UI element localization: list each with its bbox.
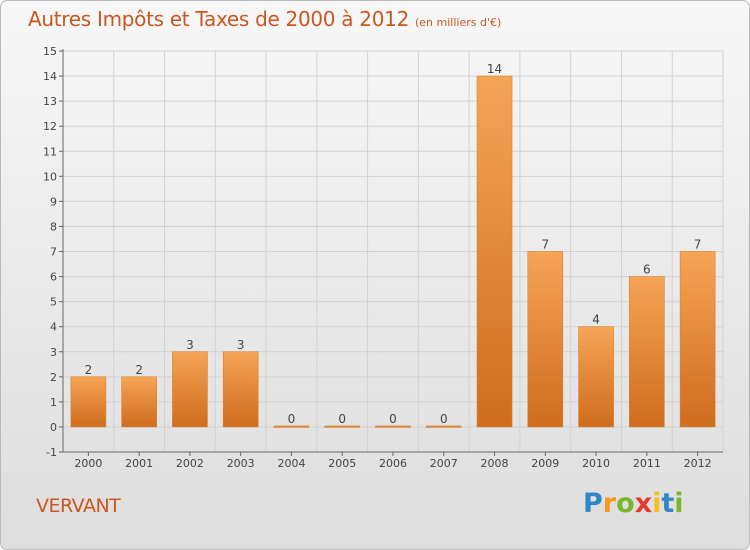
bar-2006: [375, 425, 411, 428]
data-label: 3: [237, 338, 245, 352]
x-tick-label: 2005: [328, 457, 356, 470]
bar-2010: [578, 326, 614, 428]
y-tick-label: 7: [50, 246, 57, 259]
commune-name: VERVANT: [36, 495, 121, 517]
logo-letter: x: [634, 488, 653, 519]
x-tick-label: 2000: [74, 457, 102, 470]
data-label: 7: [541, 238, 549, 252]
data-label: 14: [487, 62, 502, 76]
logo-letter: o: [616, 488, 635, 519]
data-label: 6: [643, 263, 651, 277]
y-tick-label: 15: [43, 45, 57, 58]
bar-2001: [121, 376, 157, 428]
x-tick-label: 2009: [531, 457, 559, 470]
logo-letter: r: [602, 488, 617, 519]
grid-lines: [62, 50, 724, 453]
x-tick-label: 2008: [481, 457, 509, 470]
y-tick-label: 2: [50, 371, 57, 384]
y-tick-label: -1: [46, 446, 57, 459]
chart-title-block: Autres Impôts et Taxes de 2000 à 2012 (en…: [28, 7, 501, 31]
data-label: 0: [389, 412, 397, 426]
data-label: 2: [135, 363, 143, 377]
bar-2005: [324, 425, 361, 428]
logo-letter: i: [652, 488, 662, 519]
chart-subtitle: (en milliers d'€): [415, 16, 502, 29]
proxiti-logo: Proxiti: [583, 488, 684, 519]
y-tick-label: 6: [50, 271, 57, 284]
x-tick-label: 2007: [430, 457, 458, 470]
x-tick-label: 2003: [227, 457, 255, 470]
bar-2007: [425, 425, 462, 428]
y-tick-label: 11: [43, 145, 57, 158]
bars: [70, 75, 716, 428]
y-tick-label: 1: [50, 396, 57, 409]
bar-2004: [273, 425, 310, 428]
y-tick-label: 14: [43, 70, 57, 83]
y-tick-label: 13: [43, 95, 57, 108]
data-label: 4: [592, 313, 600, 327]
y-tick-label: 8: [50, 220, 57, 233]
x-tick-label: 2002: [176, 457, 204, 470]
y-tick-label: 9: [50, 195, 57, 208]
data-label: 0: [338, 412, 346, 426]
x-tick-label: 2012: [684, 457, 712, 470]
y-tick-label: 12: [43, 120, 57, 133]
y-tick-label: 4: [50, 321, 57, 334]
bar-2003: [222, 351, 259, 428]
data-labels: 2 2 3 3 0 0 0 0 14 7 4 6 7: [85, 62, 702, 426]
data-label: 0: [440, 412, 448, 426]
bar-2009: [527, 251, 564, 428]
x-tick-label: 2011: [633, 457, 661, 470]
logo-letter: t: [661, 488, 675, 519]
y-tick-label: 0: [50, 421, 57, 434]
y-tick-label: 5: [50, 296, 57, 309]
chart-title: Autres Impôts et Taxes de 2000 à 2012: [28, 7, 409, 31]
bar-2002: [172, 351, 208, 428]
y-tick-label: 3: [50, 346, 57, 359]
x-tick-label: 2006: [379, 457, 407, 470]
y-tick-label: 10: [43, 170, 57, 183]
x-tick-label: 2010: [582, 457, 610, 470]
x-tick-label: 2001: [125, 457, 153, 470]
x-tick-label: 2004: [277, 457, 305, 470]
data-label: 2: [85, 363, 93, 377]
bar-2012: [679, 251, 716, 428]
logo-letter: i: [674, 488, 684, 519]
data-label: 3: [186, 338, 194, 352]
bar-2000: [70, 376, 107, 428]
logo-letter: P: [583, 488, 603, 519]
data-label: 0: [288, 412, 296, 426]
data-label: 7: [694, 238, 702, 252]
bar-2011: [629, 276, 665, 428]
bar-2008: [476, 75, 513, 428]
